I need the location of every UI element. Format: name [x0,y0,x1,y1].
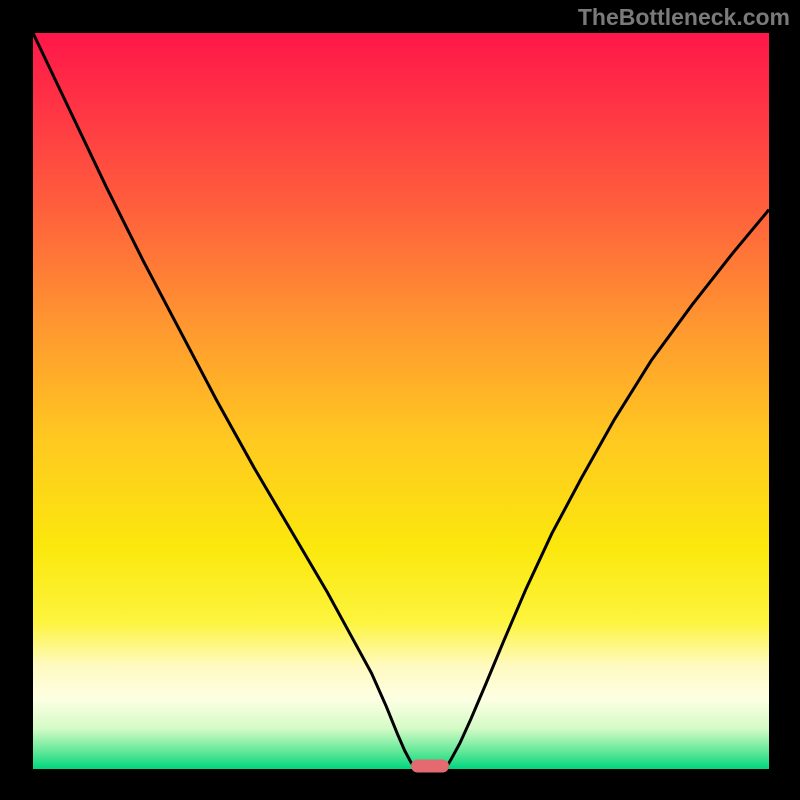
bottleneck-curve [33,33,769,769]
watermark-text: TheBottleneck.com [578,4,790,31]
curve-left-arc [33,33,416,769]
curve-right-arc [445,210,769,769]
optimum-marker [411,760,449,773]
plot-area [33,33,769,769]
